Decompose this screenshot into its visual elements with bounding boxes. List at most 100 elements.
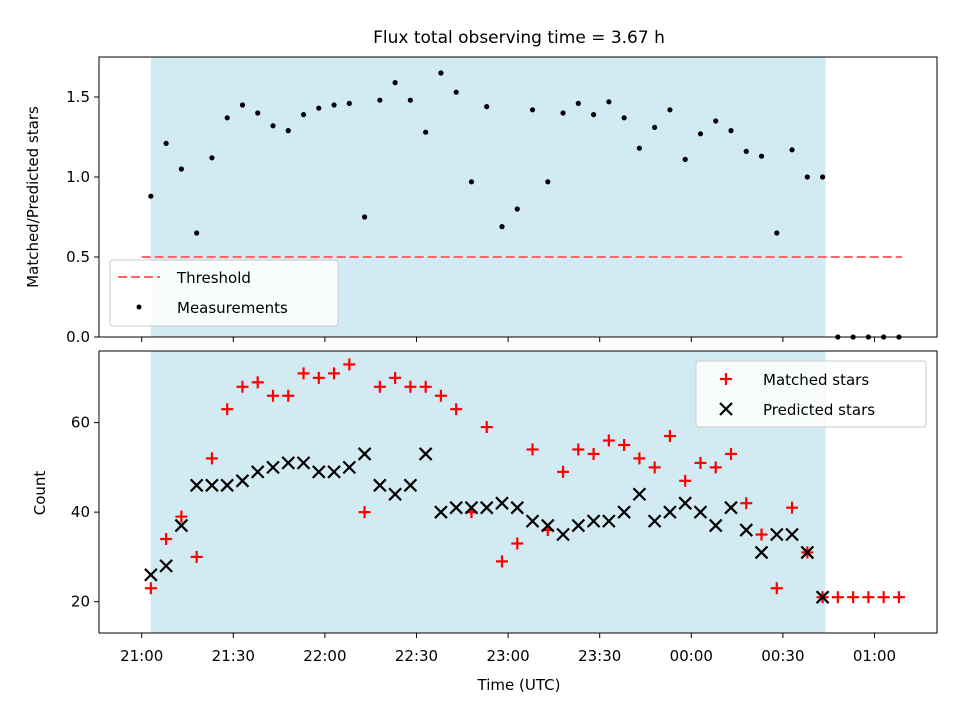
measurement-point	[468, 179, 475, 185]
y-tick-label: 1.5	[66, 88, 90, 106]
matched-stars-point	[297, 367, 310, 380]
measurement-point	[529, 107, 536, 113]
bottom-axes-frame	[98, 350, 938, 634]
matched-stars-point	[373, 380, 386, 393]
predicted-stars-point	[144, 568, 158, 582]
predicted-stars-point	[571, 518, 586, 533]
measurement-point	[560, 110, 566, 116]
matched-stars-point	[648, 461, 661, 474]
measurement-point	[361, 214, 368, 220]
measurement-point	[285, 128, 291, 134]
predicted-stars-point	[770, 527, 784, 542]
predicted-stars-point	[266, 460, 280, 475]
x-tick-label: 00:30	[761, 647, 804, 665]
x-axis-label: Time (UTC)	[477, 676, 561, 694]
bottom-x-ticks: 21:00 21:30 22:00 22:30 23:00 23:30 00:00 00:30…	[120, 633, 896, 665]
measurement-point	[209, 155, 215, 161]
matched-stars-point	[495, 555, 508, 568]
legend-predicted-label: Predicted stars	[763, 401, 875, 419]
measurement-point	[178, 166, 184, 172]
predicted-stars-point	[296, 456, 311, 470]
measurement-point	[438, 70, 444, 76]
measurement-point	[239, 102, 246, 108]
predicted-stars-point	[342, 460, 357, 475]
matched-stars-point	[312, 371, 325, 384]
predicted-stars-point	[220, 478, 234, 493]
predicted-stars-point	[418, 447, 433, 461]
y-tick-label: 0.0	[66, 328, 90, 346]
predicted-stars-point	[403, 478, 418, 493]
measurement-point	[300, 112, 307, 118]
predicted-stars-point	[464, 500, 479, 515]
matched-stars-point	[679, 474, 692, 487]
top-x-ticks	[141, 337, 875, 342]
measurement-point	[407, 97, 413, 103]
matched-stars-point	[862, 591, 875, 604]
x-tick-label: 21:30	[212, 647, 255, 665]
y-tick-label: 20	[71, 593, 90, 611]
legend-measurements-swatch	[136, 304, 142, 310]
y-tick-label: 60	[71, 414, 90, 432]
measurement-point	[270, 123, 276, 129]
measurement-point	[255, 110, 261, 116]
matched-stars-point	[755, 528, 768, 541]
predicted-stars-point	[541, 518, 555, 533]
matched-stars-point	[328, 367, 341, 380]
measurement-point	[667, 107, 673, 113]
matched-stars-point	[266, 389, 279, 402]
top-y-ticks: 0.0 0.5 1.0 1.5	[66, 88, 99, 346]
predicted-stars-point	[449, 500, 463, 515]
predicted-stars-point	[708, 518, 723, 533]
matched-stars-point	[709, 461, 722, 474]
predicted-stars-point	[357, 447, 372, 461]
matched-stars-point	[511, 537, 524, 550]
predicted-stars-point	[525, 514, 540, 528]
y-tick-label: 1.0	[66, 168, 90, 186]
measurement-point	[682, 156, 688, 162]
matched-stars-point	[663, 430, 676, 443]
top-axes-frame	[98, 56, 938, 338]
legend-matched-label: Matched stars	[763, 371, 869, 389]
x-tick-label: 22:30	[395, 647, 438, 665]
legend-threshold-label: Threshold	[176, 269, 251, 287]
measurement-point	[728, 128, 734, 134]
matched-stars-point	[160, 533, 173, 545]
top-legend: Threshold Measurements	[109, 259, 339, 327]
matched-stars-point	[450, 403, 463, 416]
matched-stars-point	[419, 380, 432, 393]
measurement-point	[758, 153, 765, 159]
matched-stars-point	[724, 447, 737, 460]
measurement-point	[194, 230, 200, 236]
matched-stars-point	[572, 443, 585, 456]
matched-stars-point	[175, 510, 188, 523]
measurement-point	[789, 147, 795, 153]
matched-stars-point	[831, 591, 844, 604]
predicted-stars-point	[602, 514, 616, 528]
measurement-point	[377, 97, 383, 103]
matched-stars-point	[786, 501, 799, 514]
bottom-y-ticks: 20 40 60	[71, 414, 99, 611]
measurement-point	[636, 145, 642, 151]
matched-stars-point	[251, 376, 264, 389]
predicted-stars-point	[556, 527, 570, 542]
matched-stars-point	[236, 380, 249, 393]
measurement-point	[392, 80, 398, 86]
matched-stars-point	[557, 465, 570, 478]
predicted-stars-point	[693, 505, 708, 519]
x-tick-label: 01:00	[853, 647, 896, 665]
top-y-axis-label: Matched/Predicted stars	[24, 106, 42, 288]
matched-stars-point	[770, 582, 783, 595]
y-tick-label: 0.5	[66, 248, 90, 266]
measurement-point	[514, 206, 520, 212]
measurement-point	[804, 174, 810, 180]
measurement-point	[819, 174, 826, 180]
measurement-point	[590, 112, 597, 118]
bottom-panel: 20 40 60 21:00 21:30 22:00 22:30 23:00 23:30 00:…	[31, 350, 938, 694]
matched-stars-point	[740, 497, 753, 510]
predicted-stars-point	[174, 518, 189, 533]
x-tick-label: 23:30	[578, 647, 621, 665]
measurement-point	[316, 105, 322, 111]
predicted-stars-point	[312, 465, 326, 479]
matched-stars-point	[847, 591, 860, 604]
predicted-stars-point	[815, 590, 830, 604]
